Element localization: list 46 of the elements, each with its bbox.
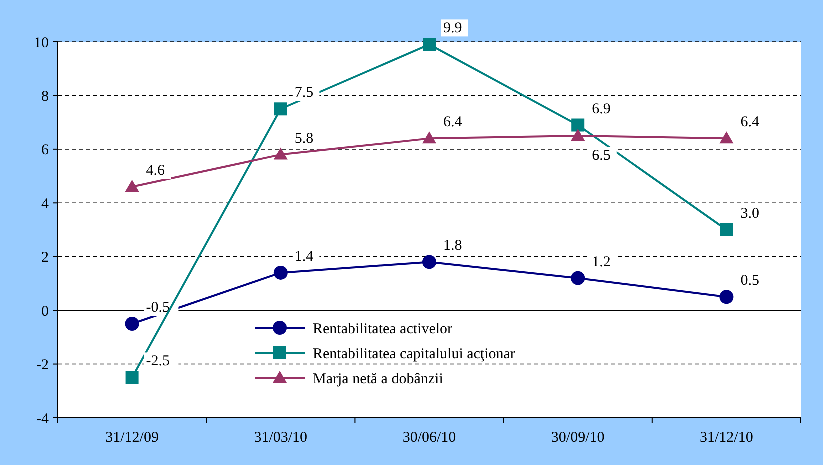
data-label: 6.5 — [592, 148, 611, 164]
point — [274, 102, 288, 116]
data-label: 6.9 — [592, 101, 611, 118]
x-tick-label: 31/12/09 — [106, 430, 159, 446]
data-label: 1.2 — [592, 254, 611, 270]
point — [274, 266, 288, 280]
legend-label: Rentabilitatea activelor — [313, 321, 453, 338]
y-tick-label: -2 — [36, 358, 49, 374]
y-tick-label: 0 — [42, 304, 49, 320]
data-label: 6.4 — [444, 114, 463, 131]
y-tick-label: -4 — [36, 411, 50, 428]
data-label: 0.5 — [740, 273, 760, 290]
data-label: 4.6 — [146, 163, 166, 180]
data-label: 7.5 — [294, 85, 314, 102]
x-tick-label: 30/09/10 — [551, 430, 605, 446]
y-tick-label: 10 — [34, 35, 49, 52]
point — [720, 132, 734, 144]
point — [422, 255, 436, 270]
x-tick-label: 31/12/10 — [700, 430, 754, 446]
point — [422, 132, 436, 144]
data-label: 3.0 — [740, 206, 760, 222]
point — [720, 290, 734, 304]
x-tick-label: 30/06/10 — [402, 430, 456, 446]
point — [571, 129, 586, 141]
y-tick-label: 6 — [42, 142, 50, 159]
y-tick-label: 4 — [42, 196, 50, 212]
data-label: 9.9 — [444, 20, 462, 37]
point — [423, 38, 436, 52]
point — [572, 118, 585, 132]
point — [571, 271, 586, 286]
legend-label: Marja netă a dobânzii — [313, 371, 444, 388]
x-tick-label: 31/03/10 — [254, 430, 308, 446]
point — [125, 180, 140, 192]
data-label: 1.8 — [444, 238, 462, 254]
y-tick-label: 2 — [42, 250, 49, 266]
point — [125, 317, 140, 331]
data-label: 6.4 — [740, 114, 760, 131]
point — [720, 224, 734, 236]
point — [274, 148, 288, 160]
data-label: -2.5 — [146, 354, 170, 370]
data-label: 5.8 — [294, 130, 314, 147]
legend-label: Rentabilitatea capitalului acţionar — [313, 346, 516, 362]
data-label: 1.4 — [294, 248, 314, 265]
point — [126, 371, 139, 384]
data-label: -0.5 — [146, 300, 170, 316]
y-tick-label: 8 — [42, 88, 49, 105]
